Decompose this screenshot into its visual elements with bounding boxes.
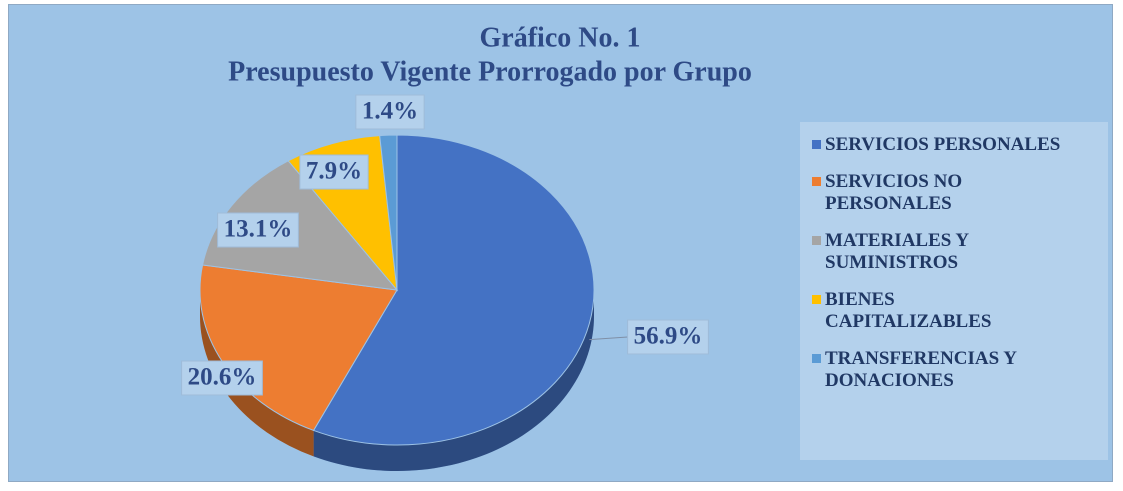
- data-label: 1.4%: [362, 98, 418, 125]
- data-label-box: [355, 94, 425, 130]
- slice-side-shade: [313, 290, 594, 471]
- data-label: 56.9%: [634, 323, 703, 350]
- data-label-box: [299, 154, 369, 190]
- slice: [312, 134, 595, 446]
- legend-item: SERVICIOS PERSONALES: [812, 134, 1108, 156]
- legend-label: BIENES CAPITALIZABLES: [825, 289, 992, 332]
- legend-item: TRANSFERENCIAS Y DONACIONES: [812, 348, 1108, 392]
- legend-label: SERVICIOS PERSONALES: [825, 134, 1061, 155]
- slice-side: [313, 290, 594, 471]
- slice: [379, 134, 398, 291]
- legend-label: MATERIALES Y SUMINISTROS: [825, 230, 969, 273]
- legend-item: BIENES CAPITALIZABLES: [812, 289, 1108, 333]
- legend-label: TRANSFERENCIAS Y DONACIONES: [825, 348, 1017, 391]
- chart-title: Gráfico No. 1: [480, 22, 641, 53]
- data-label: 13.1%: [224, 216, 293, 243]
- data-label: 7.9%: [306, 158, 362, 185]
- legend-label: SERVICIOS NO PERSONALES: [825, 171, 963, 214]
- legend-swatch: [812, 354, 821, 363]
- chart-subtitle: Presupuesto Vigente Prorrogado por Grupo: [228, 56, 752, 87]
- legend-swatch: [812, 236, 821, 245]
- data-label-box: [217, 212, 299, 248]
- data-label-box: [627, 319, 709, 355]
- data-label: 20.6%: [188, 364, 257, 391]
- legend-swatch: [812, 295, 821, 304]
- leader-line: [589, 336, 628, 341]
- slice: [201, 160, 399, 291]
- data-label-box: [181, 360, 263, 396]
- legend: SERVICIOS PERSONALES SERVICIOS NO PERSONA…: [800, 122, 1108, 460]
- legend-item: SERVICIOS NO PERSONALES: [812, 171, 1108, 215]
- legend-item: MATERIALES Y SUMINISTROS: [812, 230, 1108, 274]
- legend-swatch: [812, 140, 821, 149]
- legend-swatch: [812, 177, 821, 186]
